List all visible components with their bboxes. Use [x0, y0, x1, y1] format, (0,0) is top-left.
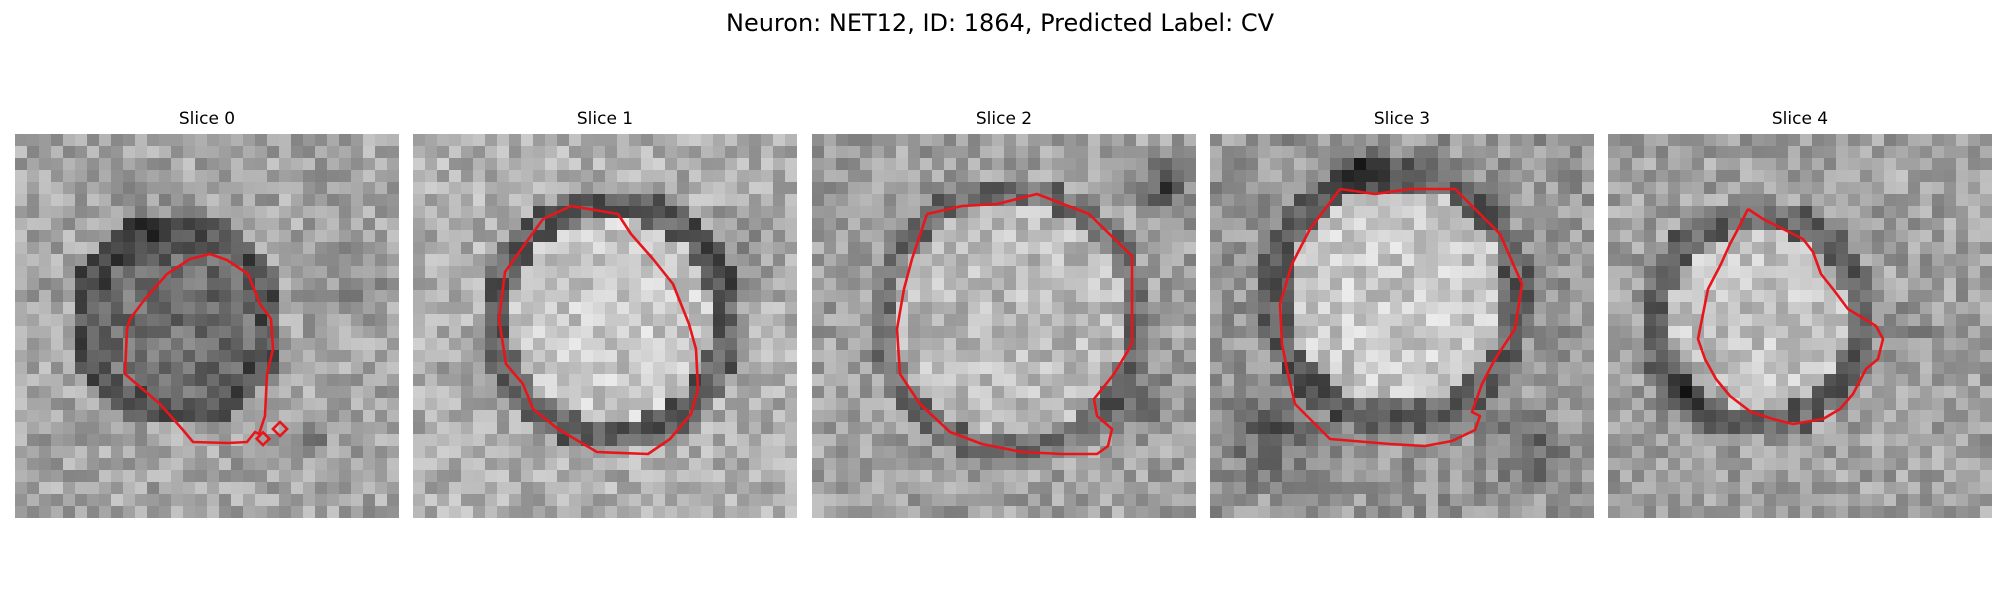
slice-3-image — [1210, 134, 1594, 518]
slice-0-contour — [123, 252, 289, 447]
slice-2-image — [812, 134, 1196, 518]
slice-4-micrograph — [1608, 134, 1992, 518]
slice-2-title: Slice 2 — [975, 109, 1033, 129]
slice-0-image — [15, 134, 399, 518]
slice-1-image — [413, 134, 797, 518]
slice-0-micrograph — [15, 134, 399, 518]
slice-0-title: Slice 0 — [178, 109, 236, 129]
slice-4-title: Slice 4 — [1771, 109, 1829, 129]
slice-2-contour — [895, 192, 1134, 456]
slice-1-micrograph — [413, 134, 797, 518]
slice-3-contour — [1278, 187, 1524, 448]
slice-3-micrograph — [1210, 134, 1594, 518]
slice-1-title: Slice 1 — [576, 109, 634, 129]
figure-title: Neuron: NET12, ID: 1864, Predicted Label… — [726, 9, 1274, 37]
slice-4-contour — [1696, 207, 1885, 426]
slice-4-image — [1608, 134, 1992, 518]
slice-1-contour — [497, 204, 700, 456]
slice-3-title: Slice 3 — [1373, 109, 1431, 129]
